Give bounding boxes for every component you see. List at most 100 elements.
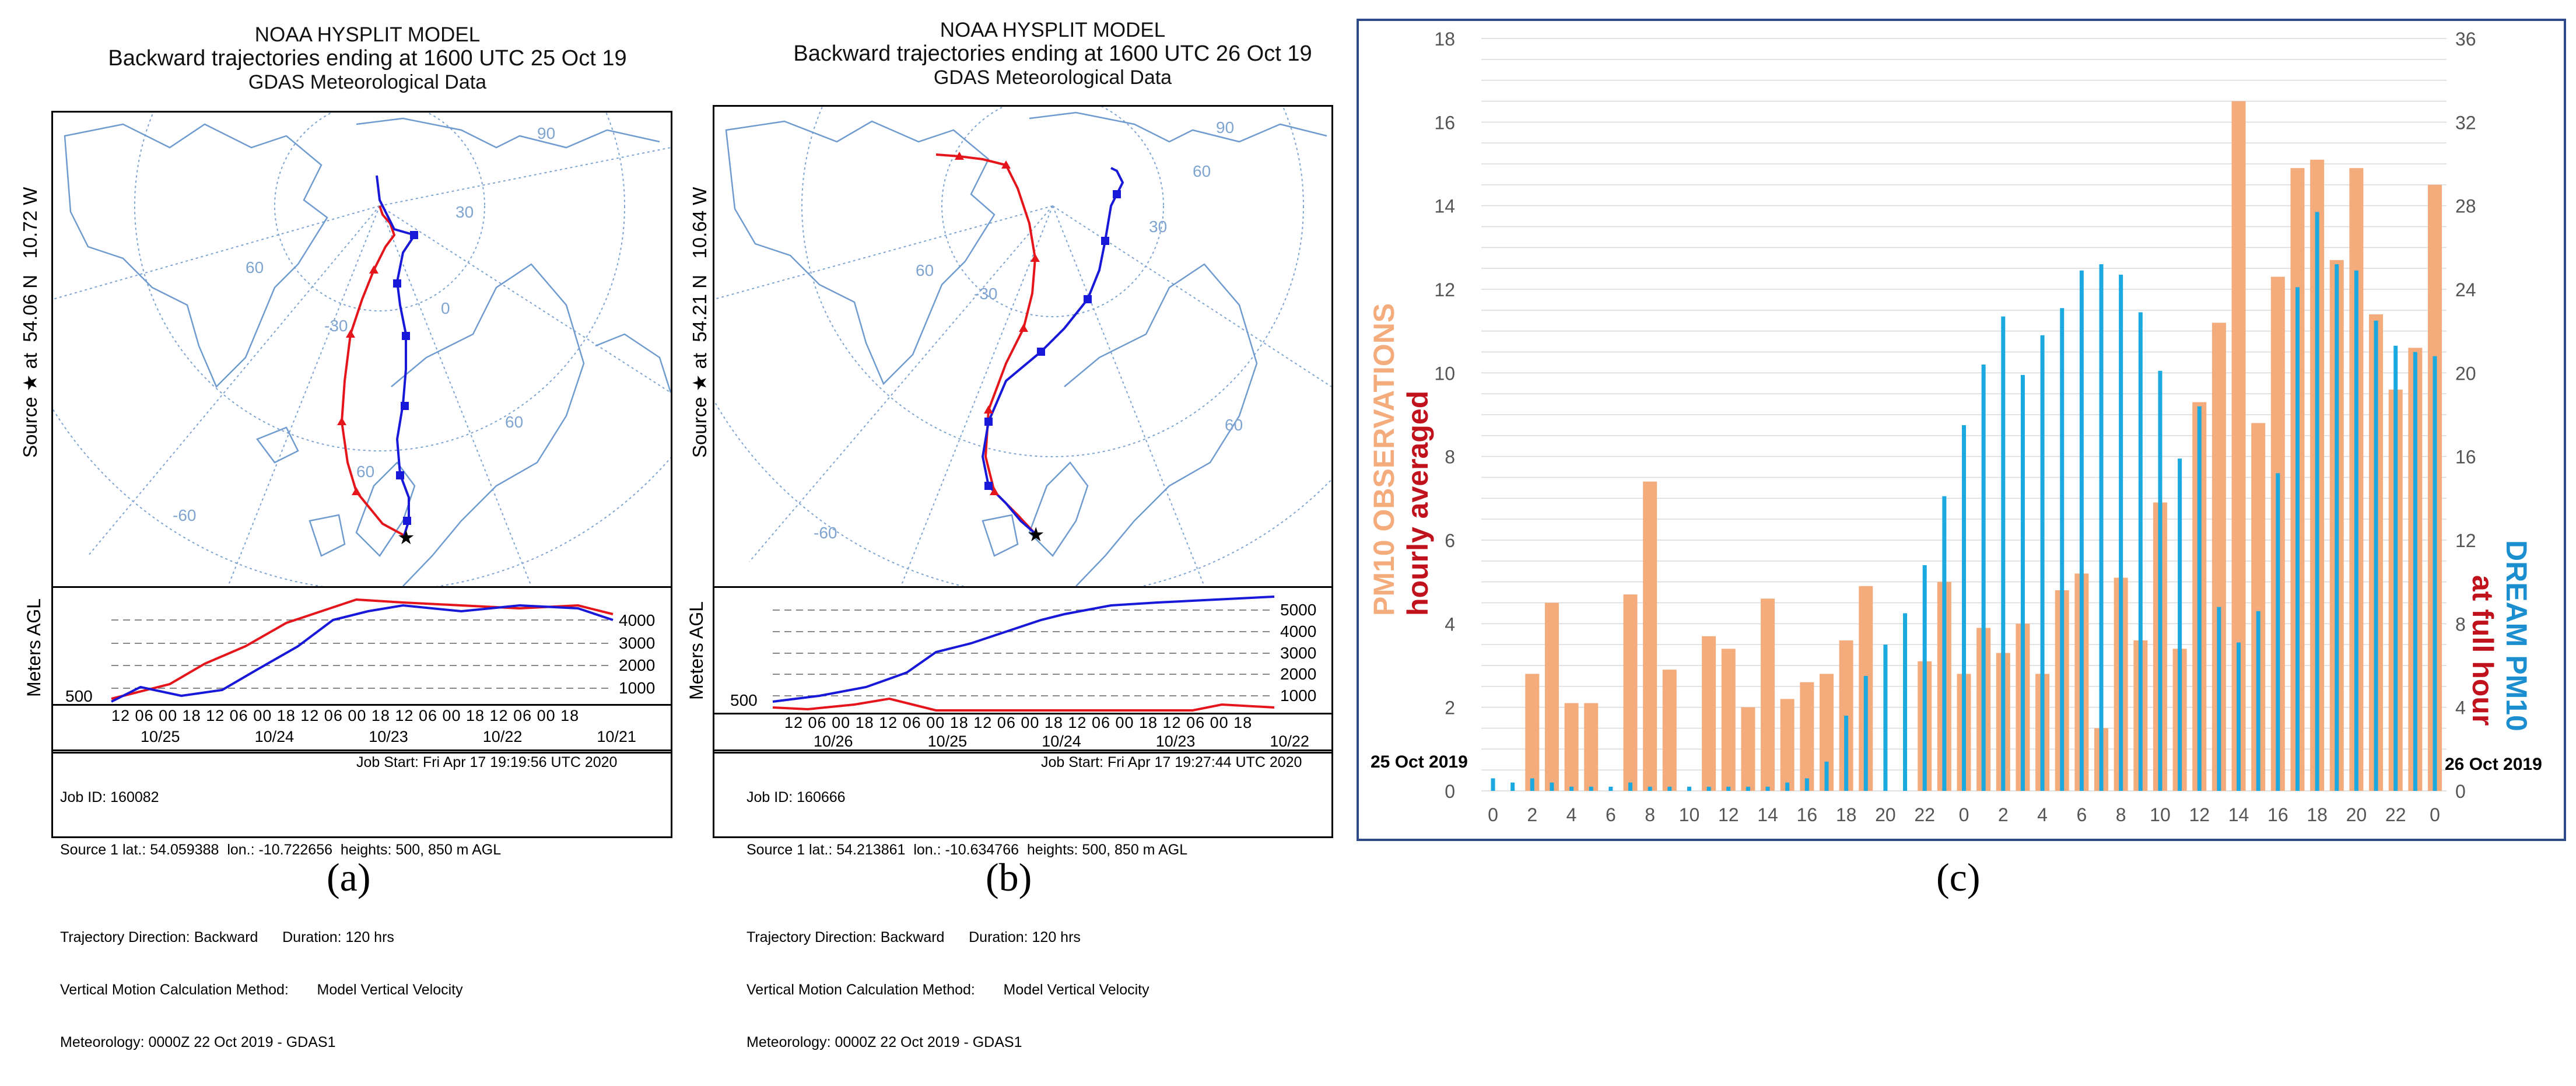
- right-axis-ticks: 0 4 8 12 16 20 24 28 32 36: [2455, 29, 2476, 802]
- date-tick: 10/23: [369, 728, 408, 745]
- ylabel-b: Meters AGL: [686, 601, 707, 700]
- obs-bar-15: [1780, 699, 1795, 791]
- x-tick-14: 4: [2037, 804, 2048, 825]
- dream-bar-26: [2001, 316, 2006, 791]
- map-label-1: 90: [537, 124, 555, 142]
- dream-bar-19: [1863, 675, 1868, 791]
- x-tick-13: 2: [1998, 804, 2009, 825]
- dream-bar-12: [1726, 786, 1731, 791]
- map-label-8: -60: [173, 506, 196, 524]
- dream-bar-10: [1687, 786, 1691, 791]
- dream-bar-39: [2256, 611, 2260, 791]
- date-tick: 10/25: [141, 728, 180, 745]
- obs-bar-13: [1741, 707, 1755, 791]
- map-label-2: 30: [1149, 218, 1167, 236]
- y-tick-6: 6: [1445, 530, 1455, 551]
- y-tick-12: 12: [1434, 279, 1455, 300]
- dream-bar-30: [2079, 270, 2084, 791]
- dream-bar-23: [1942, 496, 1947, 791]
- x-axis-ticks: 0 2 4 6 8 10 12 14 16 18 20 22 0 2 4 6 8 10 12 14 16 18 20 22 0: [1488, 804, 2440, 825]
- y-tick-10: 10: [1434, 363, 1455, 384]
- panel-a-source-label: Source ★ at 54.06 N 10.72 W: [19, 187, 41, 458]
- trajectory-blue-500m: [376, 175, 417, 536]
- dream-bar-9: [1667, 786, 1672, 791]
- map-label-3: 60: [246, 258, 264, 276]
- trajectory-blue-500m: [981, 167, 1124, 534]
- dream-bar-41: [2295, 287, 2300, 791]
- obs-bar-14: [1761, 598, 1775, 791]
- dream-bar-32: [2119, 274, 2123, 791]
- y-tick-8: 8: [1445, 447, 1455, 468]
- map-label-7: 60: [356, 463, 374, 481]
- dream-bar-21: [1903, 613, 1908, 791]
- date-tick: 10/26: [814, 733, 853, 750]
- y2-tick-12: 12: [2455, 530, 2476, 551]
- x-tick-2: 4: [1566, 804, 1577, 825]
- dream-bar-7: [1628, 782, 1633, 791]
- obs-bar-12: [1721, 649, 1736, 791]
- right-axis-title: DREAM PM10 at full hour: [2466, 540, 2533, 731]
- x-tick-6: 12: [1718, 804, 1739, 825]
- date-tick: 10/23: [1155, 733, 1196, 750]
- dream-bar-45: [2374, 320, 2378, 791]
- dream-bar-47: [2413, 352, 2417, 791]
- dream-bar-38: [2237, 642, 2241, 791]
- dream-bar-46: [2393, 345, 2398, 791]
- date-tick: 10/25: [927, 733, 968, 750]
- svg-text:DREAM PM10: DREAM PM10: [2500, 540, 2533, 731]
- panel-a-height-plot: 4000 3000 2000 1000: [51, 586, 672, 706]
- map-label-5: 0: [441, 299, 450, 317]
- height-blue: [111, 604, 614, 703]
- y2-tick-8: 8: [2455, 614, 2466, 635]
- obs-bar-2: [1525, 674, 1540, 791]
- x-tick-24: 0: [2430, 804, 2440, 825]
- panel-b-time-axis: 12 06 00 18 12 06 00 18 12 06 00 18 12 0…: [713, 713, 1333, 754]
- x-tick-15: 6: [2076, 804, 2087, 825]
- height-red: [772, 697, 1275, 712]
- height-tick-4000: 4000: [619, 611, 655, 629]
- x-tick-9: 18: [1836, 804, 1857, 825]
- height-blue: [772, 595, 1275, 703]
- dream-bar-2: [1530, 778, 1534, 791]
- dream-bar-4: [1569, 786, 1574, 791]
- height-tick-5000: 5000: [1280, 601, 1316, 619]
- dream-bar-0: [1491, 778, 1495, 791]
- y2-tick-28: 28: [2455, 196, 2476, 217]
- y-tick-14: 14: [1434, 196, 1455, 217]
- dream-bars: [1491, 212, 2437, 791]
- panel-a-time-axis: 12 06 00 18 12 06 00 18 12 06 00 18 12 0…: [51, 705, 672, 754]
- panel-b-map-svg: 90 30 60 -30 60 -60 60 ★: [661, 0, 1444, 597]
- dream-bar-28: [2040, 335, 2045, 791]
- obs-bar-4: [1564, 703, 1579, 791]
- date-tick: 10/24: [1042, 733, 1081, 750]
- height-tick-2000: 2000: [1280, 665, 1316, 683]
- y2-tick-16: 16: [2455, 447, 2476, 468]
- dream-bar-18: [1844, 716, 1849, 791]
- height-tick-1000: 1000: [619, 679, 655, 697]
- start-date-label: 25 Oct 2019: [1371, 752, 1468, 772]
- x-tick-23: 22: [2385, 804, 2406, 825]
- trajectory-red-850m: [340, 205, 405, 537]
- height-tick-3000: 3000: [1280, 644, 1316, 662]
- source-star: ★: [1027, 524, 1045, 546]
- x-tick-21: 18: [2307, 804, 2328, 825]
- y2-tick-4: 4: [2455, 698, 2466, 719]
- left-axis-title: PM10 OBSERVATIONS hourly averaged: [1368, 303, 1434, 616]
- x-tick-3: 6: [1606, 804, 1616, 825]
- date-tick: 10/24: [254, 728, 295, 745]
- job-start-b: Job Start: Fri Apr 17 19:27:44 UTC 2020: [1041, 754, 1302, 770]
- panel-b-height-plot: 5000 4000 3000 2000 1000: [713, 586, 1333, 714]
- x-tick-8: 16: [1797, 804, 1818, 825]
- x-tick-20: 16: [2267, 804, 2288, 825]
- trajectory-red-850m: [935, 153, 1037, 534]
- dream-bar-27: [2020, 374, 2025, 791]
- dream-bar-42: [2315, 212, 2319, 791]
- map-label-6: 60: [505, 413, 523, 431]
- height-tick-3000: 3000: [619, 634, 655, 652]
- height-tick-2000: 2000: [619, 656, 655, 674]
- panel-a-title: NOAA HYSPLIT MODEL Backward trajectories…: [108, 23, 627, 93]
- x-tick-12: 0: [1959, 804, 1969, 825]
- panel-b-map: 90 30 60 -30 60 -60 60 ★: [661, 0, 1444, 597]
- ylabel-a: Meters AGL: [23, 598, 44, 697]
